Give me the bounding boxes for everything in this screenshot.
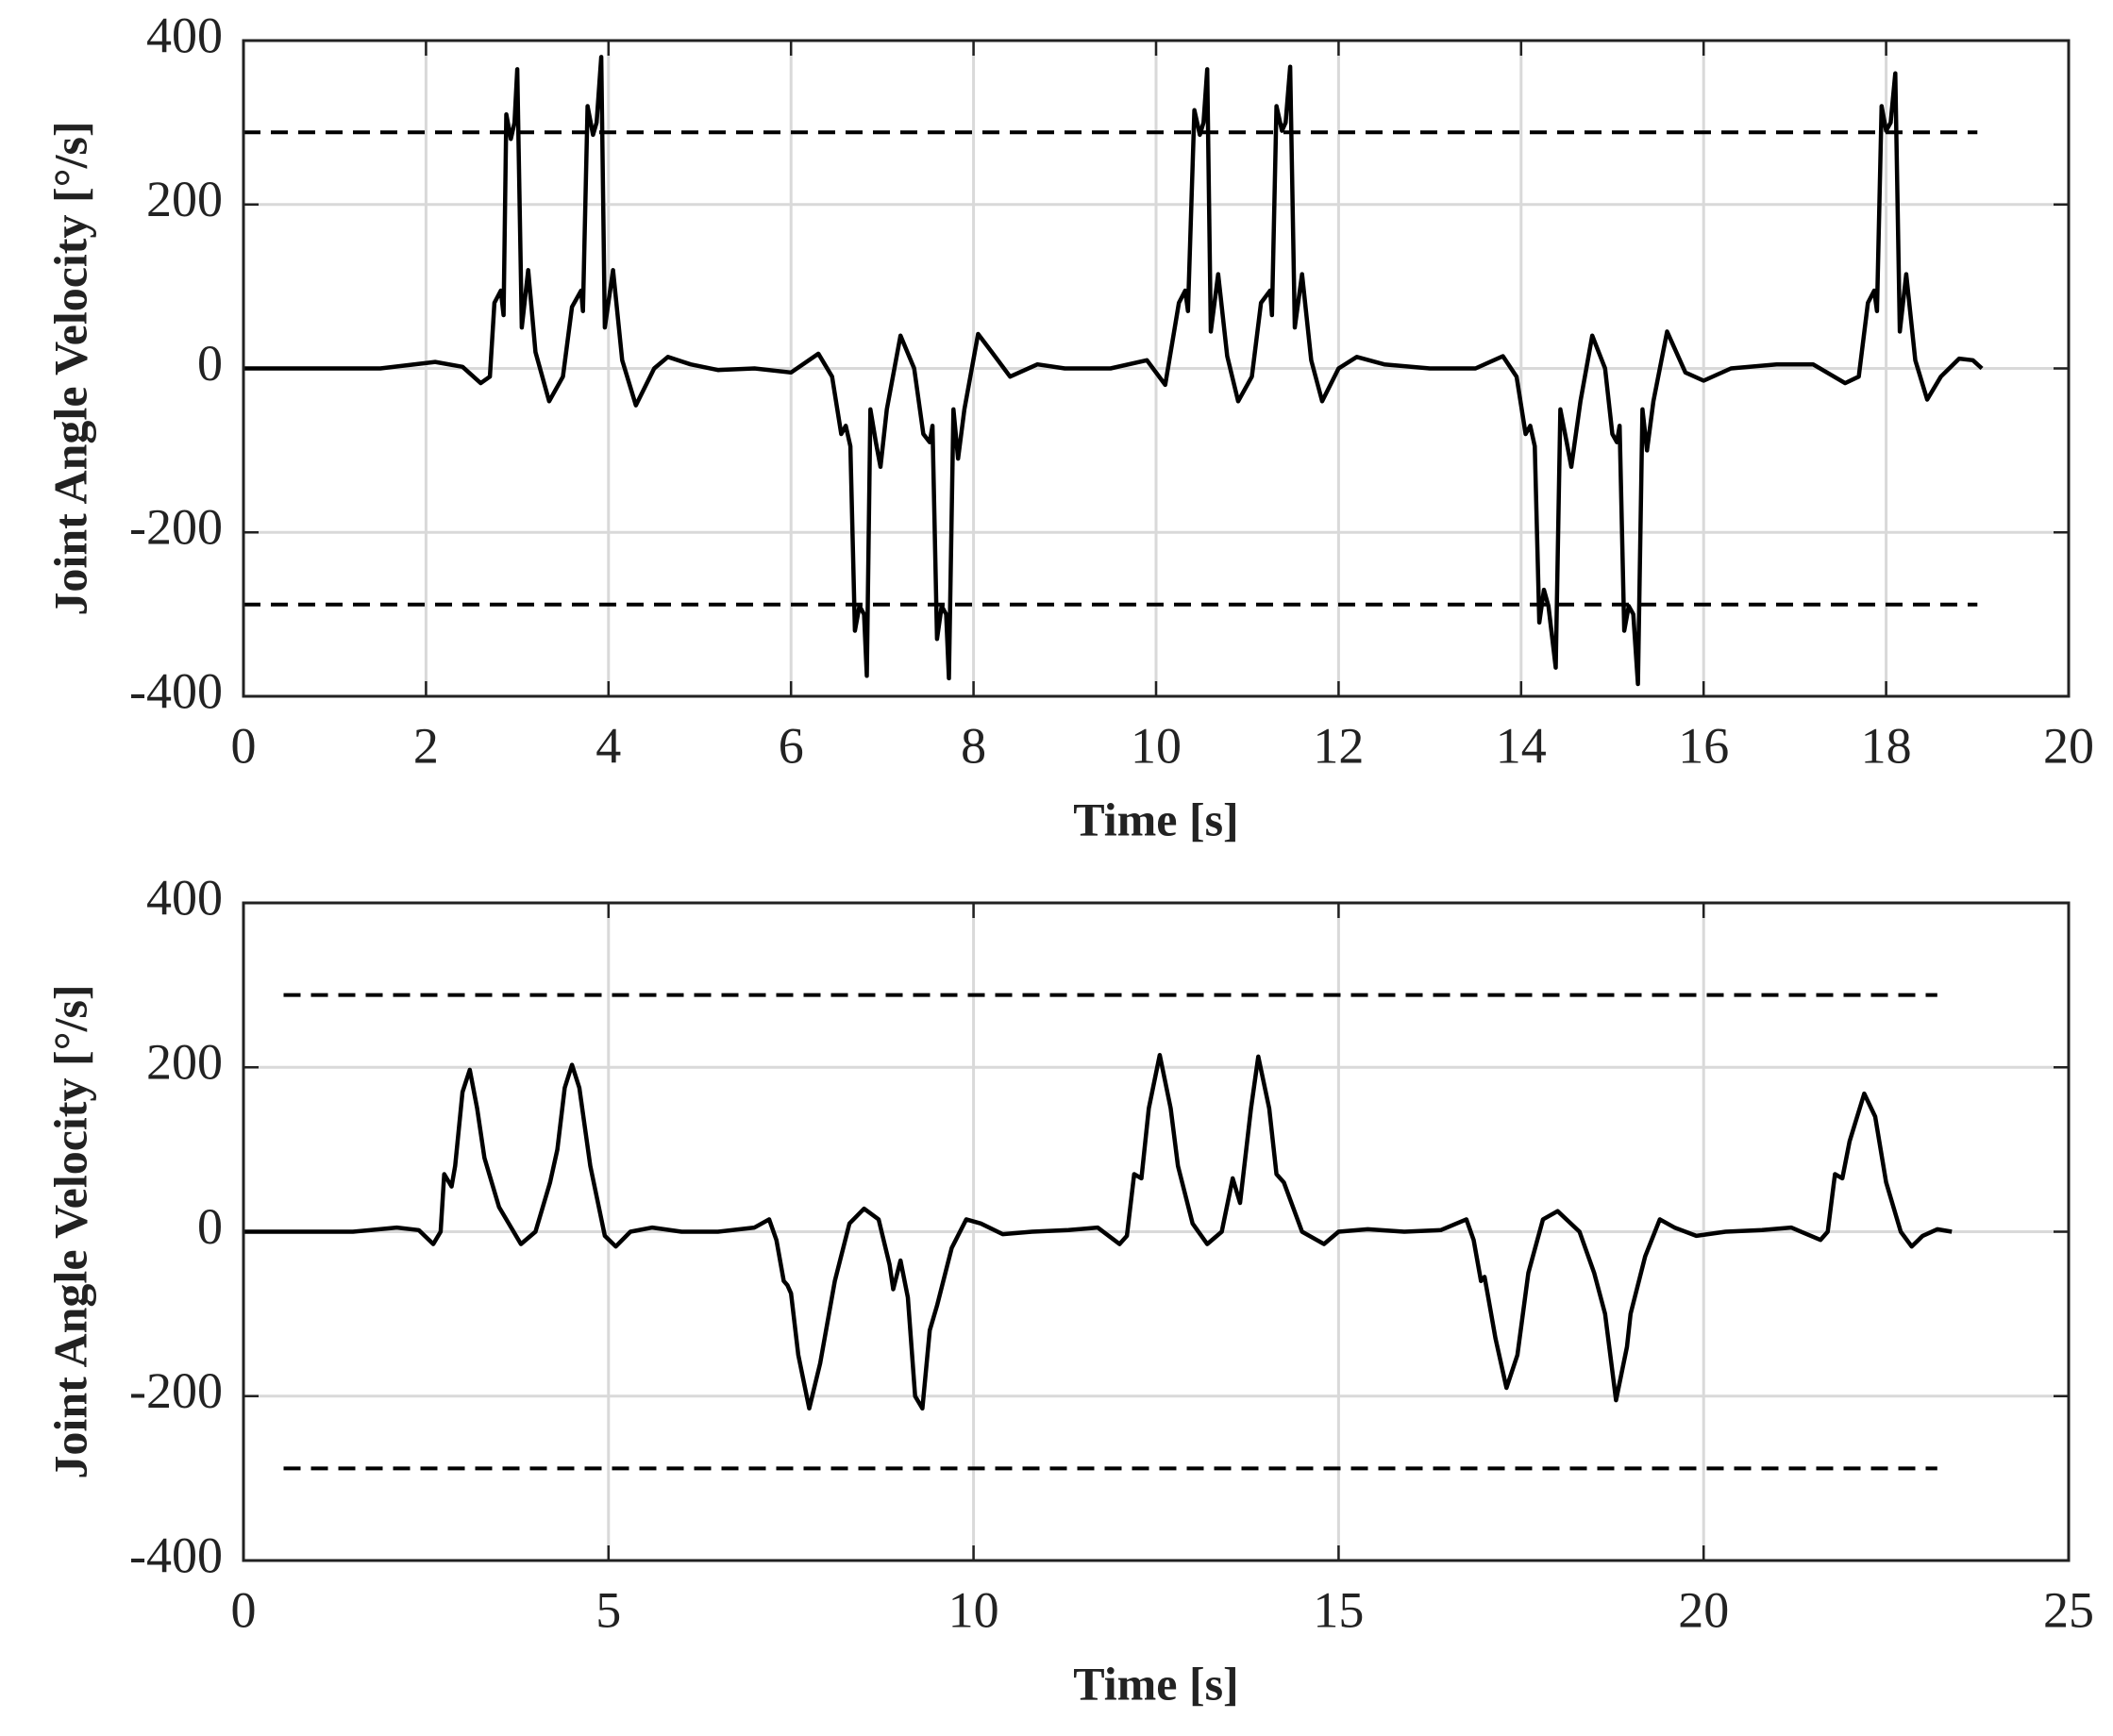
plot-frame — [242, 39, 2071, 698]
y-tick-label: -400 — [129, 1527, 223, 1583]
y-tick-label: 200 — [146, 1034, 223, 1091]
y-tick-label: 0 — [197, 1198, 223, 1255]
x-tick-label: 14 — [1496, 717, 1547, 774]
plot-frame — [242, 901, 2071, 1562]
x-tick-label: 2 — [413, 717, 439, 774]
y-tick-label: -200 — [129, 499, 223, 556]
x-tick-label: 10 — [1131, 717, 1182, 774]
y-tick-label: 400 — [146, 7, 223, 63]
x-tick-label: 12 — [1313, 717, 1364, 774]
x-tick-label: 6 — [779, 717, 804, 774]
x-tick-label: 5 — [595, 1581, 621, 1638]
x-tick-label: 8 — [961, 717, 986, 774]
x-tick-label: 20 — [2043, 717, 2094, 774]
x-tick-label: 0 — [231, 717, 257, 774]
x-tick-label: 16 — [1678, 717, 1729, 774]
y-tick-label: 400 — [146, 869, 223, 926]
x-axis-label: Time [s] — [1073, 793, 1238, 845]
x-tick-label: 0 — [231, 1581, 257, 1638]
y-axis-label: Joint Angle Velocity [°/s] — [43, 984, 96, 1478]
x-tick-label: 10 — [948, 1581, 999, 1638]
velocity-line — [243, 1052, 1953, 1411]
x-tick-label: 20 — [1678, 1581, 1729, 1638]
y-tick-label: 200 — [146, 171, 223, 227]
velocity-line — [243, 55, 1984, 687]
y-tick-label: -200 — [129, 1362, 223, 1419]
x-tick-label: 18 — [1861, 717, 1912, 774]
y-tick-label: 0 — [197, 335, 223, 392]
y-axis-label: Joint Angle Velocity [°/s] — [43, 121, 96, 615]
x-tick-label: 25 — [2043, 1581, 2094, 1638]
y-tick-label: -400 — [129, 662, 223, 719]
x-tick-label: 4 — [595, 717, 621, 774]
x-axis-label: Time [s] — [1073, 1657, 1238, 1710]
x-tick-label: 15 — [1313, 1581, 1364, 1638]
